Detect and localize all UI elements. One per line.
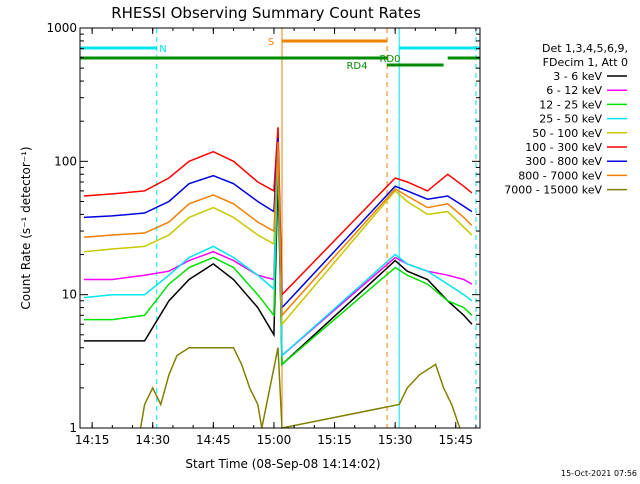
axes-layer: 14:15 14:30 14:45 15:00 15:15 15:30 15:45 1 10 10…	[46, 21, 481, 447]
legend-entry-label: 50 - 100 keV	[532, 127, 602, 140]
y-tick-label: 100	[54, 154, 77, 168]
series-line	[83, 141, 473, 358]
x-tick-label: 15:30	[378, 433, 413, 447]
x-tick-label: 15:45	[438, 433, 473, 447]
series-line	[83, 141, 473, 318]
x-tick-label: 14:15	[75, 433, 110, 447]
chart-title: RHESSI Observing Summary Count Rates	[111, 4, 421, 22]
series-line	[139, 346, 461, 429]
legend-entry-label: 300 - 800 keV	[525, 155, 602, 168]
series-line	[83, 141, 473, 327]
legend-entry-label: 100 - 300 keV	[525, 141, 602, 154]
legend-entry-label: 12 - 25 keV	[539, 98, 602, 111]
x-tick-label: 15:00	[257, 433, 292, 447]
legend-header-line-2: FDecim 1, Att 0	[543, 56, 628, 69]
render-timestamp: 15-Oct-2021 07:56	[561, 469, 637, 478]
legend-entry-label: 6 - 12 keV	[546, 84, 602, 97]
flag-label: N	[159, 44, 166, 55]
flag-label: RD0	[379, 54, 400, 65]
legend-header-line-1: Det 1,3,4,5,6,9,	[542, 42, 628, 55]
data-layer: N S RD0 RD4	[79, 28, 480, 429]
y-tick-label: 1	[69, 421, 77, 435]
legend-entry-label: 25 - 50 keV	[539, 113, 602, 126]
legend-entry-label: 800 - 7000 keV	[518, 169, 602, 182]
legend-entry-label: 7000 - 15000 keV	[504, 184, 602, 197]
legend-entry-label: 3 - 6 keV	[553, 70, 602, 83]
plot-frame	[79, 27, 481, 429]
x-tick-label: 14:30	[135, 433, 170, 447]
flag-label: RD4	[346, 61, 367, 72]
flag-label: S	[268, 37, 274, 48]
series-line	[83, 127, 473, 297]
series-line	[84, 174, 473, 367]
y-axis-label: Count Rate (s⁻¹ detector⁻¹)	[19, 146, 33, 309]
series-line	[84, 146, 473, 367]
series-line	[83, 137, 473, 310]
y-tick-label: 1000	[46, 21, 77, 35]
x-axis-label: Start Time (08-Sep-08 14:14:02)	[185, 457, 380, 471]
x-tick-label: 15:15	[317, 433, 352, 447]
y-tick-label: 10	[62, 288, 77, 302]
x-tick-label: 14:45	[196, 433, 231, 447]
